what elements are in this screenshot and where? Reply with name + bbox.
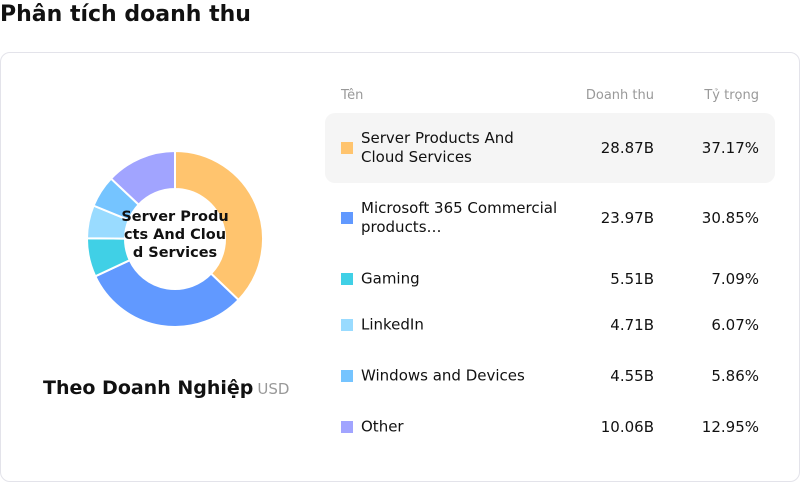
header-name: Tên — [341, 88, 364, 103]
table-row[interactable]: Gaming 5.51B 7.09% — [325, 248, 775, 310]
legend-swatch — [341, 318, 353, 331]
chart-subtitle: Theo Doanh Nghiệp USD — [43, 377, 289, 399]
donut-slice[interactable] — [174, 149, 264, 302]
row-revenue: 28.87B — [600, 139, 654, 157]
row-revenue: 23.97B — [600, 209, 654, 227]
donut-slice[interactable] — [93, 258, 240, 328]
row-share: 7.09% — [711, 270, 759, 288]
table-row[interactable]: Microsoft 365 Commercial products… 23.97… — [325, 183, 775, 253]
donut-center-label: Server Products And Cloud Services — [121, 209, 229, 261]
header-share: Tỷ trọng — [704, 88, 759, 103]
legend-swatch — [341, 142, 353, 154]
row-share: 12.95% — [701, 417, 759, 436]
header-revenue: Doanh thu — [585, 88, 654, 103]
row-revenue: 4.55B — [610, 366, 654, 385]
currency-label: USD — [257, 380, 290, 398]
row-name: Gaming — [361, 269, 420, 288]
row-revenue: 10.06B — [600, 417, 654, 436]
row-share: 37.17% — [701, 139, 759, 157]
table-row[interactable]: Other 10.06B 12.95% — [325, 401, 775, 452]
row-share: 30.85% — [701, 209, 759, 227]
row-revenue: 4.71B — [610, 315, 654, 334]
table-row[interactable]: Server Products And Cloud Services 28.87… — [325, 113, 775, 183]
page-title: Phân tích doanh thu — [0, 2, 251, 27]
legend-swatch — [341, 212, 353, 224]
legend-swatch — [341, 420, 353, 433]
row-name: Windows and Devices — [361, 366, 525, 384]
row-name: Microsoft 365 Commercial products… — [361, 199, 558, 236]
row-name: Server Products And Cloud Services — [361, 129, 514, 166]
table-row[interactable]: Windows and Devices 4.55B 5.86% — [325, 350, 775, 401]
legend-swatch — [341, 273, 353, 285]
row-share: 6.07% — [711, 315, 759, 334]
row-name: Other — [361, 417, 404, 435]
row-revenue: 5.51B — [610, 270, 654, 288]
row-share: 5.86% — [711, 366, 759, 385]
row-name: LinkedIn — [361, 315, 424, 333]
table-row[interactable]: LinkedIn 4.71B 6.07% — [325, 299, 775, 350]
donut-slice[interactable] — [109, 149, 176, 207]
legend-swatch — [341, 369, 353, 382]
subtitle-text: Theo Doanh Nghiệp — [43, 377, 254, 399]
